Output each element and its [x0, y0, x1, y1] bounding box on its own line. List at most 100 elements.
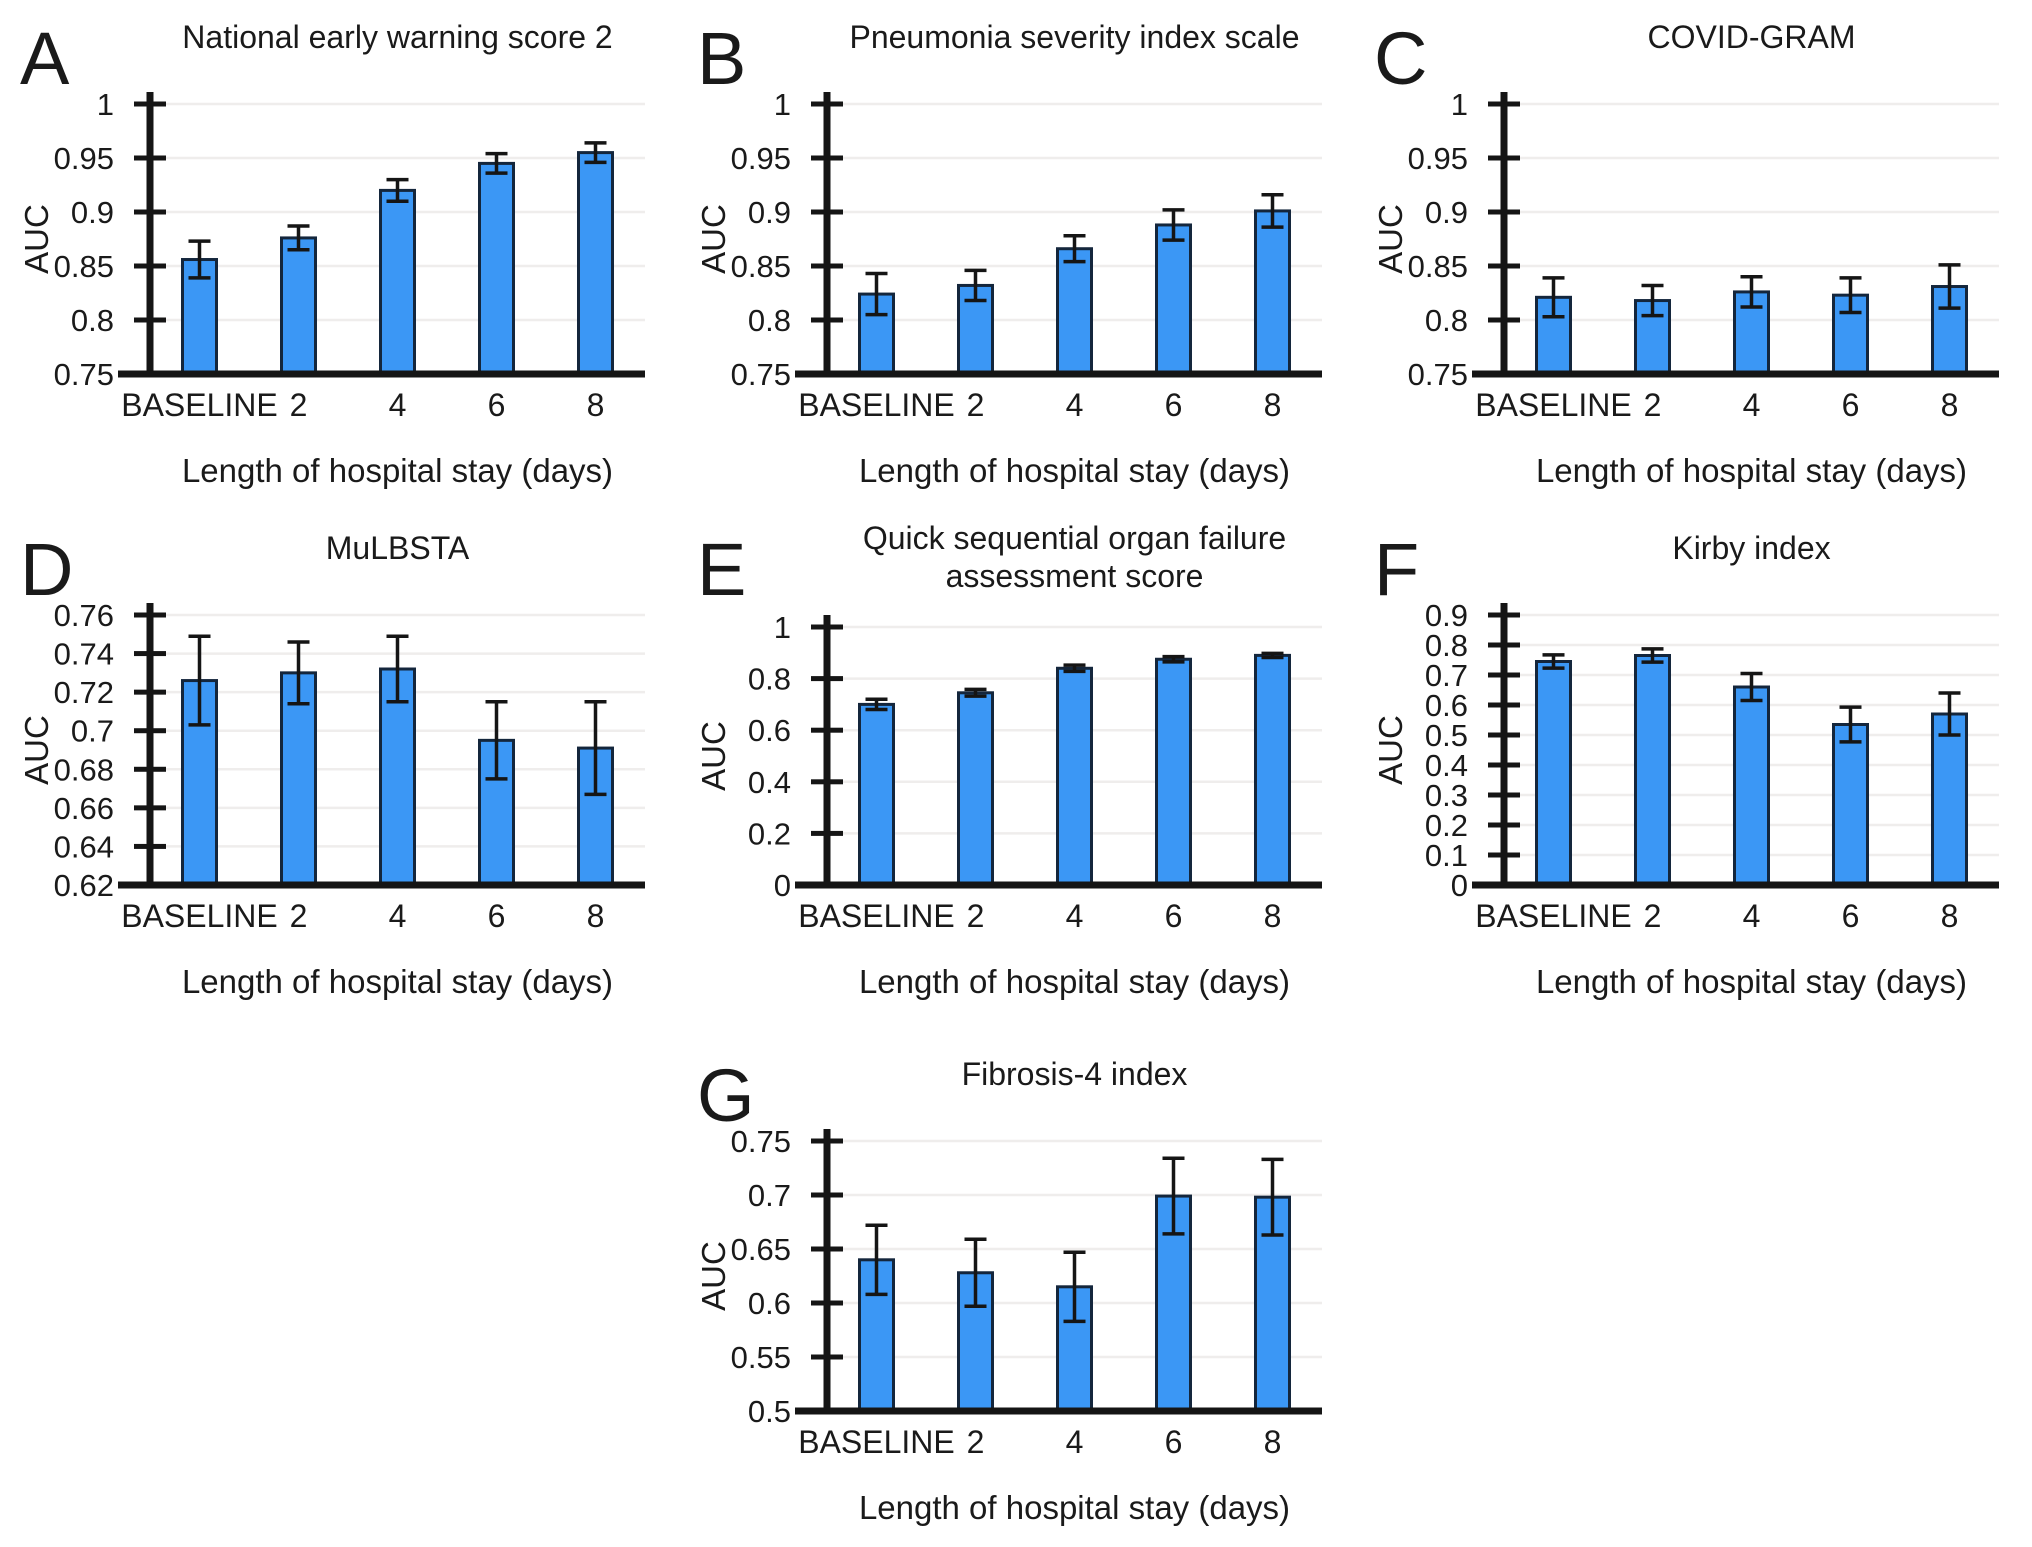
- chart-title: assessment score: [946, 558, 1204, 594]
- chart-svg-e: 0 0.2 0.4 0.6 0.8 1 BASELINE 2 4 6 8 E Quick sequent…: [695, 520, 1322, 1000]
- y-tick-label: 0.85: [731, 249, 791, 284]
- y-tick-label: 0.6: [1425, 688, 1468, 723]
- x-tick-label: 6: [1165, 898, 1183, 934]
- bar-4: [379, 188, 416, 376]
- x-tick-label: BASELINE: [1475, 898, 1632, 934]
- y-tick-label: 1: [97, 87, 114, 122]
- y-tick-label: 0: [1451, 868, 1468, 903]
- y-tick-label: 0.95: [54, 141, 114, 176]
- chart-svg-a: 0.75 0.8 0.85 0.9 0.95 1 BASELINE 2 4 6 8 A National…: [18, 17, 645, 489]
- bar-2: [1634, 654, 1671, 887]
- y-axis-label: AUC: [695, 204, 732, 274]
- x-tick-label: 2: [967, 387, 985, 423]
- y-tick-label: 0.75: [731, 1124, 791, 1159]
- y-tick-label: 0.8: [71, 303, 114, 338]
- panel-letter: D: [20, 528, 73, 611]
- x-tick-label: 8: [1264, 1424, 1282, 1460]
- bar-8: [1254, 209, 1291, 376]
- y-tick-label: 0.9: [1425, 195, 1468, 230]
- x-tick-label: 4: [1743, 898, 1761, 934]
- x-tick-label: 8: [1941, 387, 1959, 423]
- bar-2: [957, 691, 994, 887]
- chart-title: MuLBSTA: [326, 530, 470, 566]
- panel-letter: G: [697, 1054, 755, 1137]
- y-axis-line: [1500, 603, 1508, 889]
- y-tick-label: 0.74: [54, 637, 114, 672]
- y-tick-label: 0.55: [731, 1340, 791, 1375]
- x-tick-label: BASELINE: [798, 387, 955, 423]
- x-axis-label: Length of hospital stay (days): [859, 963, 1290, 1000]
- x-tick-label: 8: [1941, 898, 1959, 934]
- x-tick-label: 6: [1842, 898, 1860, 934]
- y-tick-label: 0.1: [1425, 838, 1468, 873]
- x-axis-label: Length of hospital stay (days): [859, 452, 1290, 489]
- y-axis-label: AUC: [1372, 715, 1409, 785]
- y-tick-label: 0.68: [54, 752, 114, 787]
- x-tick-label: 4: [1743, 387, 1761, 423]
- y-tick-label: 0.8: [748, 303, 791, 338]
- x-axis-line: [1472, 881, 1999, 889]
- x-axis-label: Length of hospital stay (days): [1536, 963, 1967, 1000]
- y-tick-label: 0.9: [71, 195, 114, 230]
- chart-title: National early warning score 2: [182, 19, 612, 55]
- x-tick-label: 6: [1842, 387, 1860, 423]
- x-tick-label: BASELINE: [121, 898, 278, 934]
- x-tick-label: BASELINE: [798, 1424, 955, 1460]
- x-tick-label: 6: [1165, 1424, 1183, 1460]
- y-axis-line: [823, 615, 831, 889]
- bar-6: [1832, 723, 1869, 887]
- x-axis-line: [118, 881, 645, 889]
- x-axis-line: [795, 1407, 1322, 1415]
- y-tick-label: 0.85: [1408, 249, 1468, 284]
- y-tick-label: 0.75: [731, 357, 791, 392]
- bar-8: [1254, 653, 1291, 887]
- x-axis-line: [795, 370, 1322, 378]
- bar-6: [478, 161, 515, 376]
- y-axis-label: AUC: [18, 715, 55, 785]
- x-tick-label: 6: [488, 898, 506, 934]
- x-tick-label: 4: [389, 387, 407, 423]
- x-axis-line: [1472, 370, 1999, 378]
- chart-svg-c: 0.75 0.8 0.85 0.9 0.95 1 BASELINE 2 4 6 8 C COVID-GR…: [1372, 17, 1999, 489]
- chart-panel-a: 0.75 0.8 0.85 0.9 0.95 1 BASELINE 2 4 6 8 A National…: [0, 4, 677, 509]
- chart-title: Pneumonia severity index scale: [849, 19, 1299, 55]
- x-axis-label: Length of hospital stay (days): [1536, 452, 1967, 489]
- y-tick-label: 1: [774, 610, 791, 645]
- chart-title: COVID-GRAM: [1648, 19, 1856, 55]
- x-tick-label: 8: [587, 387, 605, 423]
- y-tick-label: 0.2: [748, 816, 791, 851]
- x-tick-label: 2: [967, 1424, 985, 1460]
- y-tick-label: 0.8: [748, 662, 791, 697]
- x-axis-line: [795, 881, 1322, 889]
- y-tick-label: 0.62: [54, 868, 114, 903]
- y-tick-label: 0.75: [54, 357, 114, 392]
- y-tick-label: 0.5: [748, 1394, 791, 1429]
- y-tick-label: 0.7: [748, 1178, 791, 1213]
- x-tick-label: 2: [1644, 898, 1662, 934]
- x-tick-label: 6: [488, 387, 506, 423]
- chart-svg-d: 0.62 0.640.66 0.680.7 0.720.74 0.76 BASELINE 2…: [18, 528, 645, 1000]
- chart-svg-g: 0.5 0.55 0.6 0.65 0.7 0.75 BASELINE 2 4 6 8 G Fibros…: [695, 1054, 1322, 1526]
- x-tick-label: 2: [290, 898, 308, 934]
- bar-2: [280, 671, 317, 887]
- y-tick-label: 1: [774, 87, 791, 122]
- chart-panel-d: 0.62 0.64 0.66 0.68 0.7 0.72 0.74 0.76 BASELINE 2…: [0, 515, 677, 1020]
- x-tick-label: 4: [389, 898, 407, 934]
- panel-letter: A: [20, 17, 70, 100]
- bar-baseline: [1535, 660, 1572, 887]
- y-tick-label: 0.75: [1408, 357, 1468, 392]
- chart-panel-f: 0 0.1 0.2 0.3 0.4 0.5 0.6 0.7 0.8 0.9 BASELINE 2 4 6 8…: [1354, 515, 2031, 1020]
- chart-svg-f: 00.10.20.30.40.50.60.70.80.9 BASELINE 2 4 6 8…: [1372, 528, 1999, 1000]
- panel-letter: C: [1374, 17, 1427, 100]
- chart-panel-g: 0.5 0.55 0.6 0.65 0.7 0.75 BASELINE 2 4 6 8 G Fibros…: [677, 1041, 1354, 1546]
- y-tick-label: 0.64: [54, 829, 114, 864]
- x-tick-label: BASELINE: [121, 387, 278, 423]
- y-axis-label: AUC: [695, 1241, 732, 1311]
- x-axis-label: Length of hospital stay (days): [182, 452, 613, 489]
- panel-letter: F: [1374, 528, 1419, 611]
- panel-letter: E: [697, 528, 746, 611]
- x-tick-label: 8: [1264, 387, 1282, 423]
- bar-2: [280, 236, 317, 376]
- bar-4: [1056, 247, 1093, 376]
- x-tick-label: 2: [967, 898, 985, 934]
